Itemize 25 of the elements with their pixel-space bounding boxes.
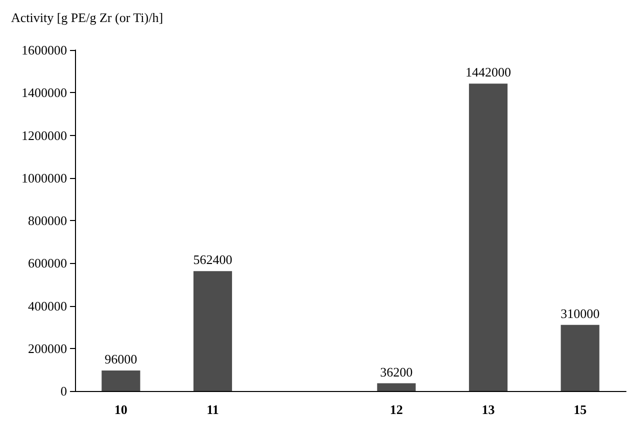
y-tick-label: 400000 [28, 298, 67, 314]
y-tick-label: 1600000 [22, 42, 67, 58]
bar [377, 383, 416, 391]
y-tick-label: 200000 [28, 340, 67, 356]
data-label: 310000 [560, 306, 600, 321]
bar [102, 370, 140, 391]
y-tick-label: 800000 [28, 213, 67, 228]
data-label: 1442000 [466, 64, 511, 80]
y-tick-label: 1200000 [22, 128, 67, 143]
data-label: 96000 [104, 352, 138, 367]
data-label: 562400 [193, 252, 232, 268]
data-label: 36200 [380, 364, 413, 380]
y-tick-label: 1400000 [22, 85, 67, 100]
x-tick-label: 11 [206, 402, 219, 417]
x-tick-label: 12 [390, 402, 403, 417]
x-tick-label: 10 [114, 402, 128, 417]
x-tick-label: 13 [482, 402, 496, 417]
bar [468, 84, 508, 391]
bar [560, 324, 600, 391]
bar [193, 271, 232, 391]
x-tick-label: 15 [574, 402, 588, 417]
y-axis-title: Activity [g PE/g Zr (or Ti)/h] [11, 10, 164, 25]
y-tick-label: 1000000 [22, 170, 67, 186]
y-tick-label: 600000 [28, 256, 67, 271]
y-tick-label: 0 [60, 384, 67, 398]
